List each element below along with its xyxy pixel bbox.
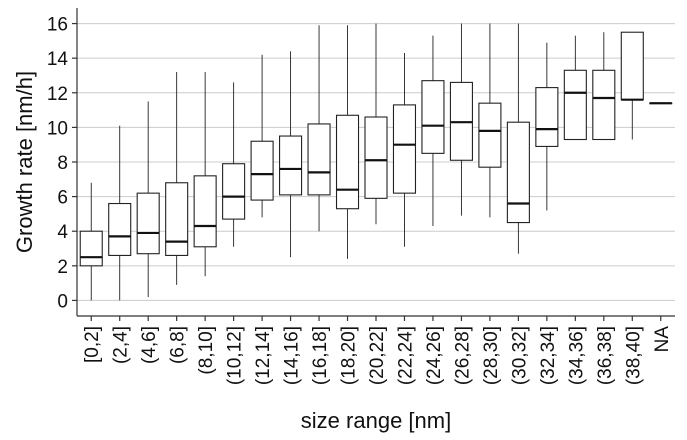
box-10 (364, 23, 388, 225)
box-2 (136, 101, 160, 297)
iqr-box (108, 202, 132, 256)
iqr-box (506, 121, 530, 224)
iqr-box (307, 123, 331, 196)
x-tick-label: (24,26] (424, 326, 445, 385)
box-1 (108, 125, 132, 301)
x-tick-label: (20,22] (367, 326, 388, 385)
x-axis-ticks: [0,2] (2,4] (4,6] (6,8] (8,10] (10,12] (12,14]… (82, 316, 673, 385)
iqr-box (364, 116, 388, 199)
box-20 (649, 102, 673, 105)
box-13 (449, 23, 473, 216)
iqr-box (592, 69, 616, 141)
iqr-box (79, 230, 103, 267)
x-tick-label: (6,8] (168, 326, 189, 364)
box-15 (506, 23, 530, 254)
x-tick-label: [0,2] (82, 326, 103, 363)
box-3 (165, 72, 189, 285)
box-7 (279, 51, 303, 258)
iqr-box (421, 80, 445, 154)
y-tick-label: 2 (57, 257, 68, 278)
box-9 (335, 25, 360, 259)
x-tick-label: (2,4] (111, 326, 132, 364)
iqr-box (535, 87, 559, 147)
x-tick-label: (12,14] (253, 326, 274, 385)
box-6 (250, 54, 274, 218)
x-tick-label: (18,20] (339, 326, 360, 385)
y-tick-label: 10 (47, 118, 68, 139)
box-19 (620, 31, 644, 140)
box-8 (307, 25, 331, 232)
x-tick-label: (26,28] (452, 326, 473, 385)
iqr-box (165, 182, 189, 256)
x-tick-label: (16,18] (310, 326, 331, 385)
iqr-box (193, 175, 217, 248)
iqr-box (250, 140, 274, 201)
x-tick-label: (10,12] (225, 326, 246, 385)
x-tick-label: (28,30] (481, 326, 502, 385)
y-axis-title: Growth rate [nm/h] (12, 71, 37, 253)
box-11 (392, 52, 417, 247)
y-tick-label: 12 (47, 84, 68, 105)
box-17 (563, 35, 587, 141)
y-tick-label: 16 (47, 15, 68, 36)
box-series (79, 23, 673, 301)
x-tick-label: (14,16] (282, 326, 303, 385)
y-tick-label: 0 (57, 291, 68, 312)
box-14 (478, 23, 502, 218)
x-tick-label: (22,24] (395, 326, 416, 385)
box-12 (421, 35, 445, 227)
y-tick-label: 8 (57, 153, 68, 174)
box-0 (79, 182, 103, 301)
x-tick-label: (38,40] (623, 326, 644, 385)
x-tick-label: (34,36] (566, 326, 587, 385)
iqr-box (279, 135, 303, 196)
y-tick-label: 4 (57, 222, 68, 243)
x-tick-label: (30,32] (509, 326, 530, 385)
x-tick-label: (32,34] (538, 326, 559, 385)
box-4 (193, 72, 217, 277)
iqr-box (478, 102, 502, 168)
iqr-box (335, 114, 360, 210)
box-16 (535, 42, 559, 211)
box-5 (222, 82, 246, 247)
x-tick-label: (4,6] (139, 326, 160, 364)
iqr-box (136, 192, 160, 255)
iqr-box (392, 104, 417, 194)
box-18 (592, 32, 616, 141)
y-axis-ticks: 0 2 4 6 8 10 12 14 16 (47, 15, 77, 312)
x-tick-label: NA (652, 326, 673, 353)
y-tick-label: 14 (47, 49, 69, 70)
y-tick-label: 6 (57, 188, 68, 209)
x-tick-label: (36,38] (595, 326, 616, 385)
iqr-box (620, 31, 644, 101)
iqr-box (563, 69, 587, 141)
x-tick-label: (8,10] (196, 326, 217, 375)
iqr-box (222, 163, 246, 220)
x-axis-title: size range [nm] (301, 408, 451, 433)
